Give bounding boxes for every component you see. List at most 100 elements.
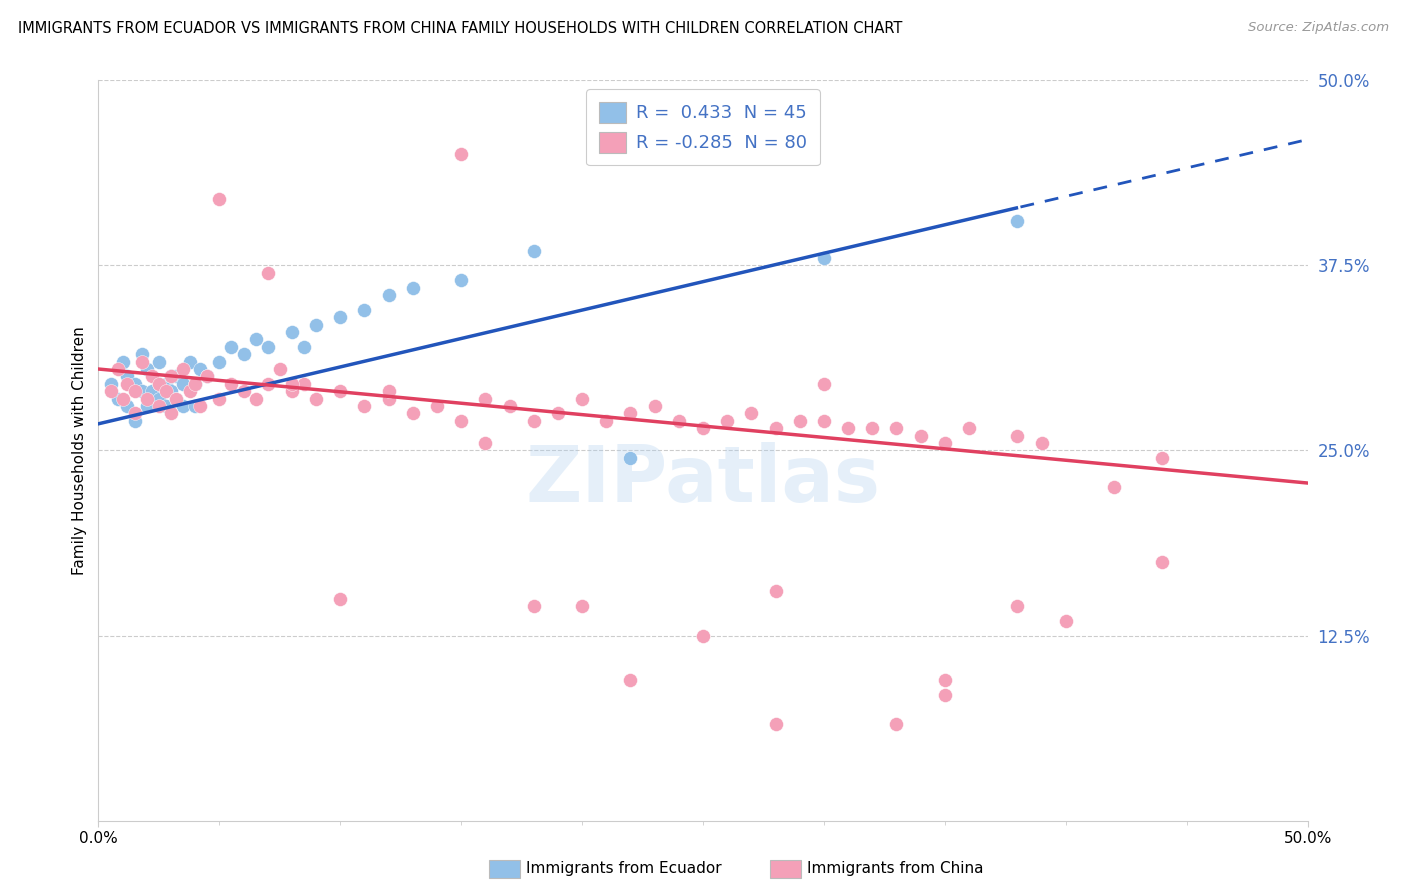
Point [188,399,211,413]
Point [1152,450,1174,465]
Point [232,384,254,399]
Point [100,384,122,399]
Point [1054,614,1077,628]
Point [329,310,352,325]
Point [160,369,183,384]
Point [1152,555,1174,569]
Point [957,421,980,435]
Point [135,399,157,413]
Point [111,392,134,406]
Point [208,192,231,206]
Point [934,673,956,687]
Point [141,384,163,399]
Point [934,436,956,450]
Point [131,347,153,361]
Point [619,673,641,687]
Point [165,392,187,406]
Point [789,414,811,428]
Point [195,369,218,384]
Point [155,376,177,391]
Point [934,688,956,702]
Point [117,399,139,413]
Point [245,392,267,406]
Point [281,384,304,399]
Point [692,421,714,435]
Point [208,354,231,368]
Legend: R =  0.433  N = 45, R = -0.285  N = 80: R = 0.433 N = 45, R = -0.285 N = 80 [586,89,820,165]
Point [148,354,170,368]
Point [107,392,129,406]
Point [179,354,201,368]
Point [188,362,211,376]
Point [124,407,146,421]
Point [523,244,546,258]
Point [155,384,177,399]
Point [450,414,472,428]
Point [837,421,859,435]
Point [172,362,194,376]
Text: Immigrants from Ecuador: Immigrants from Ecuador [526,862,721,876]
Point [523,599,546,613]
Point [523,414,546,428]
Point [474,436,496,450]
Point [765,421,787,435]
Point [184,399,207,413]
Point [716,414,738,428]
Point [402,407,425,421]
Point [765,717,787,731]
Point [377,392,399,406]
Point [353,399,375,413]
Point [124,384,146,399]
Point [135,362,157,376]
Point [155,399,177,413]
Point [329,384,352,399]
Point [208,392,231,406]
Point [474,392,496,406]
Point [426,399,449,413]
Point [377,384,399,399]
Point [886,421,908,435]
Point [450,147,472,161]
Point [619,450,641,465]
Point [292,376,315,391]
Point [571,392,593,406]
Point [232,347,254,361]
Point [668,414,690,428]
Point [813,251,835,265]
Point [117,369,139,384]
Point [269,362,291,376]
Point [256,266,278,280]
Point [813,414,835,428]
Point [547,407,569,421]
Point [221,376,243,391]
Point [305,392,328,406]
Point [644,399,666,413]
Text: Immigrants from China: Immigrants from China [807,862,984,876]
Point [886,717,908,731]
Point [172,376,194,391]
Point [353,302,375,317]
Point [221,340,243,354]
Y-axis label: Family Households with Children: Family Households with Children [72,326,87,574]
Point [160,384,183,399]
Point [305,318,328,332]
Point [124,414,146,428]
Point [281,376,304,391]
Point [450,273,472,287]
Point [813,376,835,391]
Point [1007,599,1029,613]
Point [910,428,932,442]
Point [765,584,787,599]
Point [256,340,278,354]
Point [292,340,315,354]
Point [131,354,153,368]
Point [184,376,207,391]
Point [329,591,352,606]
Point [141,369,163,384]
Point [402,280,425,294]
Point [165,369,187,384]
Point [172,399,194,413]
Point [1102,480,1125,494]
Point [377,288,399,302]
Point [148,392,170,406]
